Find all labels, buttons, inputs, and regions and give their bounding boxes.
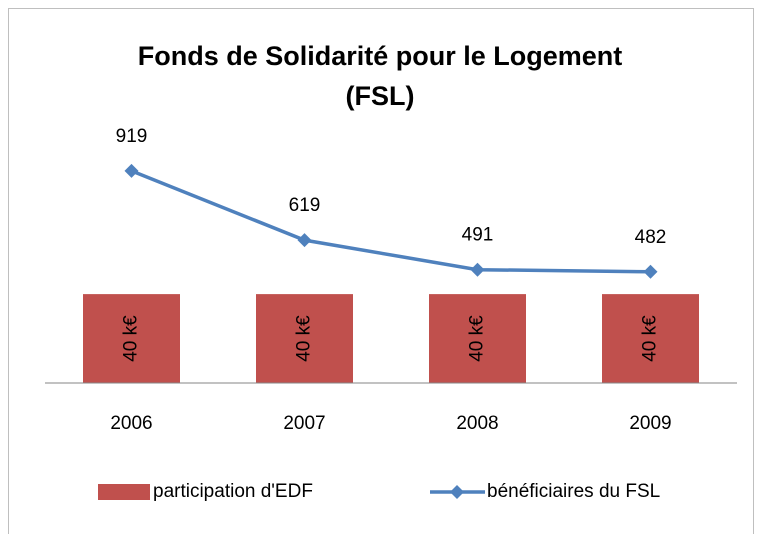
x-tick-label: 2009 (629, 413, 671, 434)
frame (8, 8, 754, 534)
x-tick-label: 2008 (456, 413, 498, 434)
bar-label: 40 k€ (121, 315, 142, 362)
x-tick-label: 2007 (283, 413, 325, 434)
bar (429, 294, 526, 383)
bar-label: 40 k€ (467, 315, 488, 362)
chart-title: Fonds de Solidarité pour le Logement (FS… (137, 41, 623, 111)
x-tick-label: 2006 (110, 413, 152, 434)
bar (602, 294, 699, 383)
legend-marker (450, 485, 464, 499)
legend-swatch (98, 484, 150, 500)
bar (256, 294, 353, 383)
marker (297, 233, 312, 248)
data-label: 619 (289, 195, 321, 216)
bar-label: 40 k€ (294, 315, 315, 362)
data-label: 919 (116, 126, 148, 147)
bar-label: 40 k€ (640, 315, 661, 362)
marker (470, 262, 485, 277)
marker (643, 264, 658, 279)
line (130, 169, 651, 274)
legend-label: participation d'EDF (153, 481, 313, 502)
marker (124, 163, 139, 178)
bar (83, 294, 180, 383)
data-label: 482 (635, 227, 667, 248)
data-label: 491 (462, 225, 494, 246)
legend-label: bénéficiaires du FSL (487, 481, 660, 502)
